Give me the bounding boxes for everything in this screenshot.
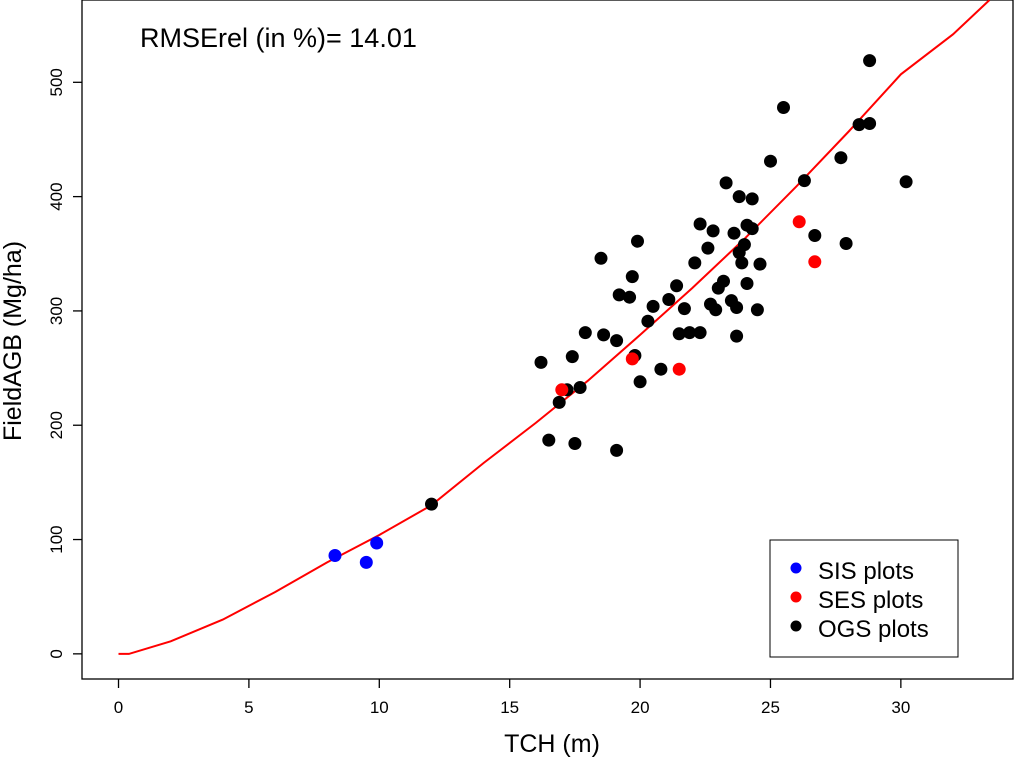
annotation-rmse: RMSErel (in %)= 14.01 <box>140 23 417 53</box>
data-point-ogs <box>683 326 697 340</box>
data-point-ogs <box>565 350 579 364</box>
y-tick-label: 300 <box>47 297 66 325</box>
data-point-ogs <box>750 303 764 317</box>
y-tick-label: 400 <box>47 182 66 210</box>
data-point-ogs <box>552 395 566 409</box>
data-point-ogs <box>573 381 587 394</box>
data-point-ogs <box>852 118 866 132</box>
data-point-ogs <box>709 303 723 317</box>
legend-label-ogs: OGS plots <box>818 616 929 643</box>
x-tick-label: 15 <box>500 698 519 717</box>
legend-box <box>769 539 959 658</box>
data-point-ogs <box>623 290 637 304</box>
data-point-ogs <box>693 326 707 340</box>
data-point-ogs <box>745 192 759 206</box>
legend: SIS plots SES plots OGS plots <box>769 539 959 658</box>
legend-marker-sis <box>790 562 802 574</box>
data-point-ses <box>792 215 806 229</box>
legend-marker-ogs <box>790 620 802 632</box>
data-point-ogs <box>594 251 608 265</box>
data-point-ogs <box>701 241 715 255</box>
data-point-ogs <box>641 314 655 328</box>
data-point-ogs <box>534 355 548 369</box>
data-point-ogs <box>654 362 668 376</box>
data-point-ogs <box>753 257 767 271</box>
data-point-sis <box>359 555 373 569</box>
y-axis-title: FieldAGB (Mg/ha) <box>0 241 27 441</box>
data-point-ogs <box>839 237 853 250</box>
data-point-ogs <box>727 226 741 240</box>
data-point-ogs <box>672 327 686 341</box>
data-point-ogs <box>542 433 556 447</box>
data-point-ogs <box>740 277 754 290</box>
plot-area <box>118 0 991 655</box>
data-point-ogs <box>745 222 759 236</box>
data-point-ogs <box>693 217 707 231</box>
data-point-ogs <box>730 301 744 314</box>
x-tick-label: 5 <box>244 698 253 717</box>
y-tick-label: 100 <box>47 525 66 553</box>
data-point-ogs <box>735 256 749 270</box>
x-tick-label: 30 <box>891 698 910 717</box>
y-tick-label: 500 <box>47 68 66 96</box>
data-point-ogs <box>688 256 702 270</box>
data-point-ogs <box>625 270 639 284</box>
legend-label-ses: SES plots <box>818 587 923 614</box>
data-point-ogs <box>797 174 811 188</box>
data-point-ses <box>808 255 822 269</box>
x-tick-label: 0 <box>114 698 123 717</box>
data-point-ogs <box>610 334 624 348</box>
y-axis: 0 100 200 300 400 500 <box>47 68 82 659</box>
data-point-ogs <box>777 101 790 114</box>
legend-label-sis: SIS plots <box>818 558 914 585</box>
data-point-sis <box>370 536 384 550</box>
data-point-ses <box>555 383 569 397</box>
data-point-ogs <box>597 328 611 342</box>
data-point-ses <box>625 352 639 366</box>
x-tick-label: 25 <box>761 698 780 717</box>
data-point-ogs <box>732 190 746 204</box>
data-point-ogs <box>568 437 582 450</box>
data-point-ogs <box>633 375 647 389</box>
data-point-ogs <box>717 274 730 288</box>
x-axis-title: TCH (m) <box>504 730 600 758</box>
data-point-ogs <box>730 329 744 343</box>
data-point-ogs <box>863 54 877 68</box>
data-point-ogs <box>719 176 733 190</box>
data-point-ogs <box>670 279 684 293</box>
data-point-ogs <box>834 151 848 165</box>
plot-frame <box>81 0 1014 680</box>
data-point-ogs <box>610 443 624 457</box>
data-point-ogs <box>612 288 626 302</box>
fit-curve <box>118 0 991 655</box>
data-point-ogs <box>677 302 691 316</box>
data-point-ogs <box>737 238 751 252</box>
data-point-ogs <box>425 497 438 511</box>
x-tick-label: 20 <box>631 698 650 717</box>
data-point-ogs <box>631 234 644 248</box>
data-point-ogs <box>764 154 777 168</box>
data-point-ogs <box>706 224 720 238</box>
y-tick-label: 200 <box>47 411 66 439</box>
data-point-ogs <box>863 117 877 130</box>
data-point-ogs <box>578 326 592 340</box>
y-tick-label: 0 <box>47 649 66 658</box>
data-point-ses <box>672 362 686 376</box>
data-point-ogs <box>646 299 660 313</box>
data-point-ogs <box>662 293 676 306</box>
data-point-sis <box>328 549 342 562</box>
x-tick-label: 10 <box>370 698 389 717</box>
x-axis: 0 5 10 15 20 25 30 <box>114 679 910 717</box>
legend-marker-ses <box>790 591 802 603</box>
data-point-ogs <box>899 175 913 189</box>
data-point-ogs <box>808 229 822 242</box>
